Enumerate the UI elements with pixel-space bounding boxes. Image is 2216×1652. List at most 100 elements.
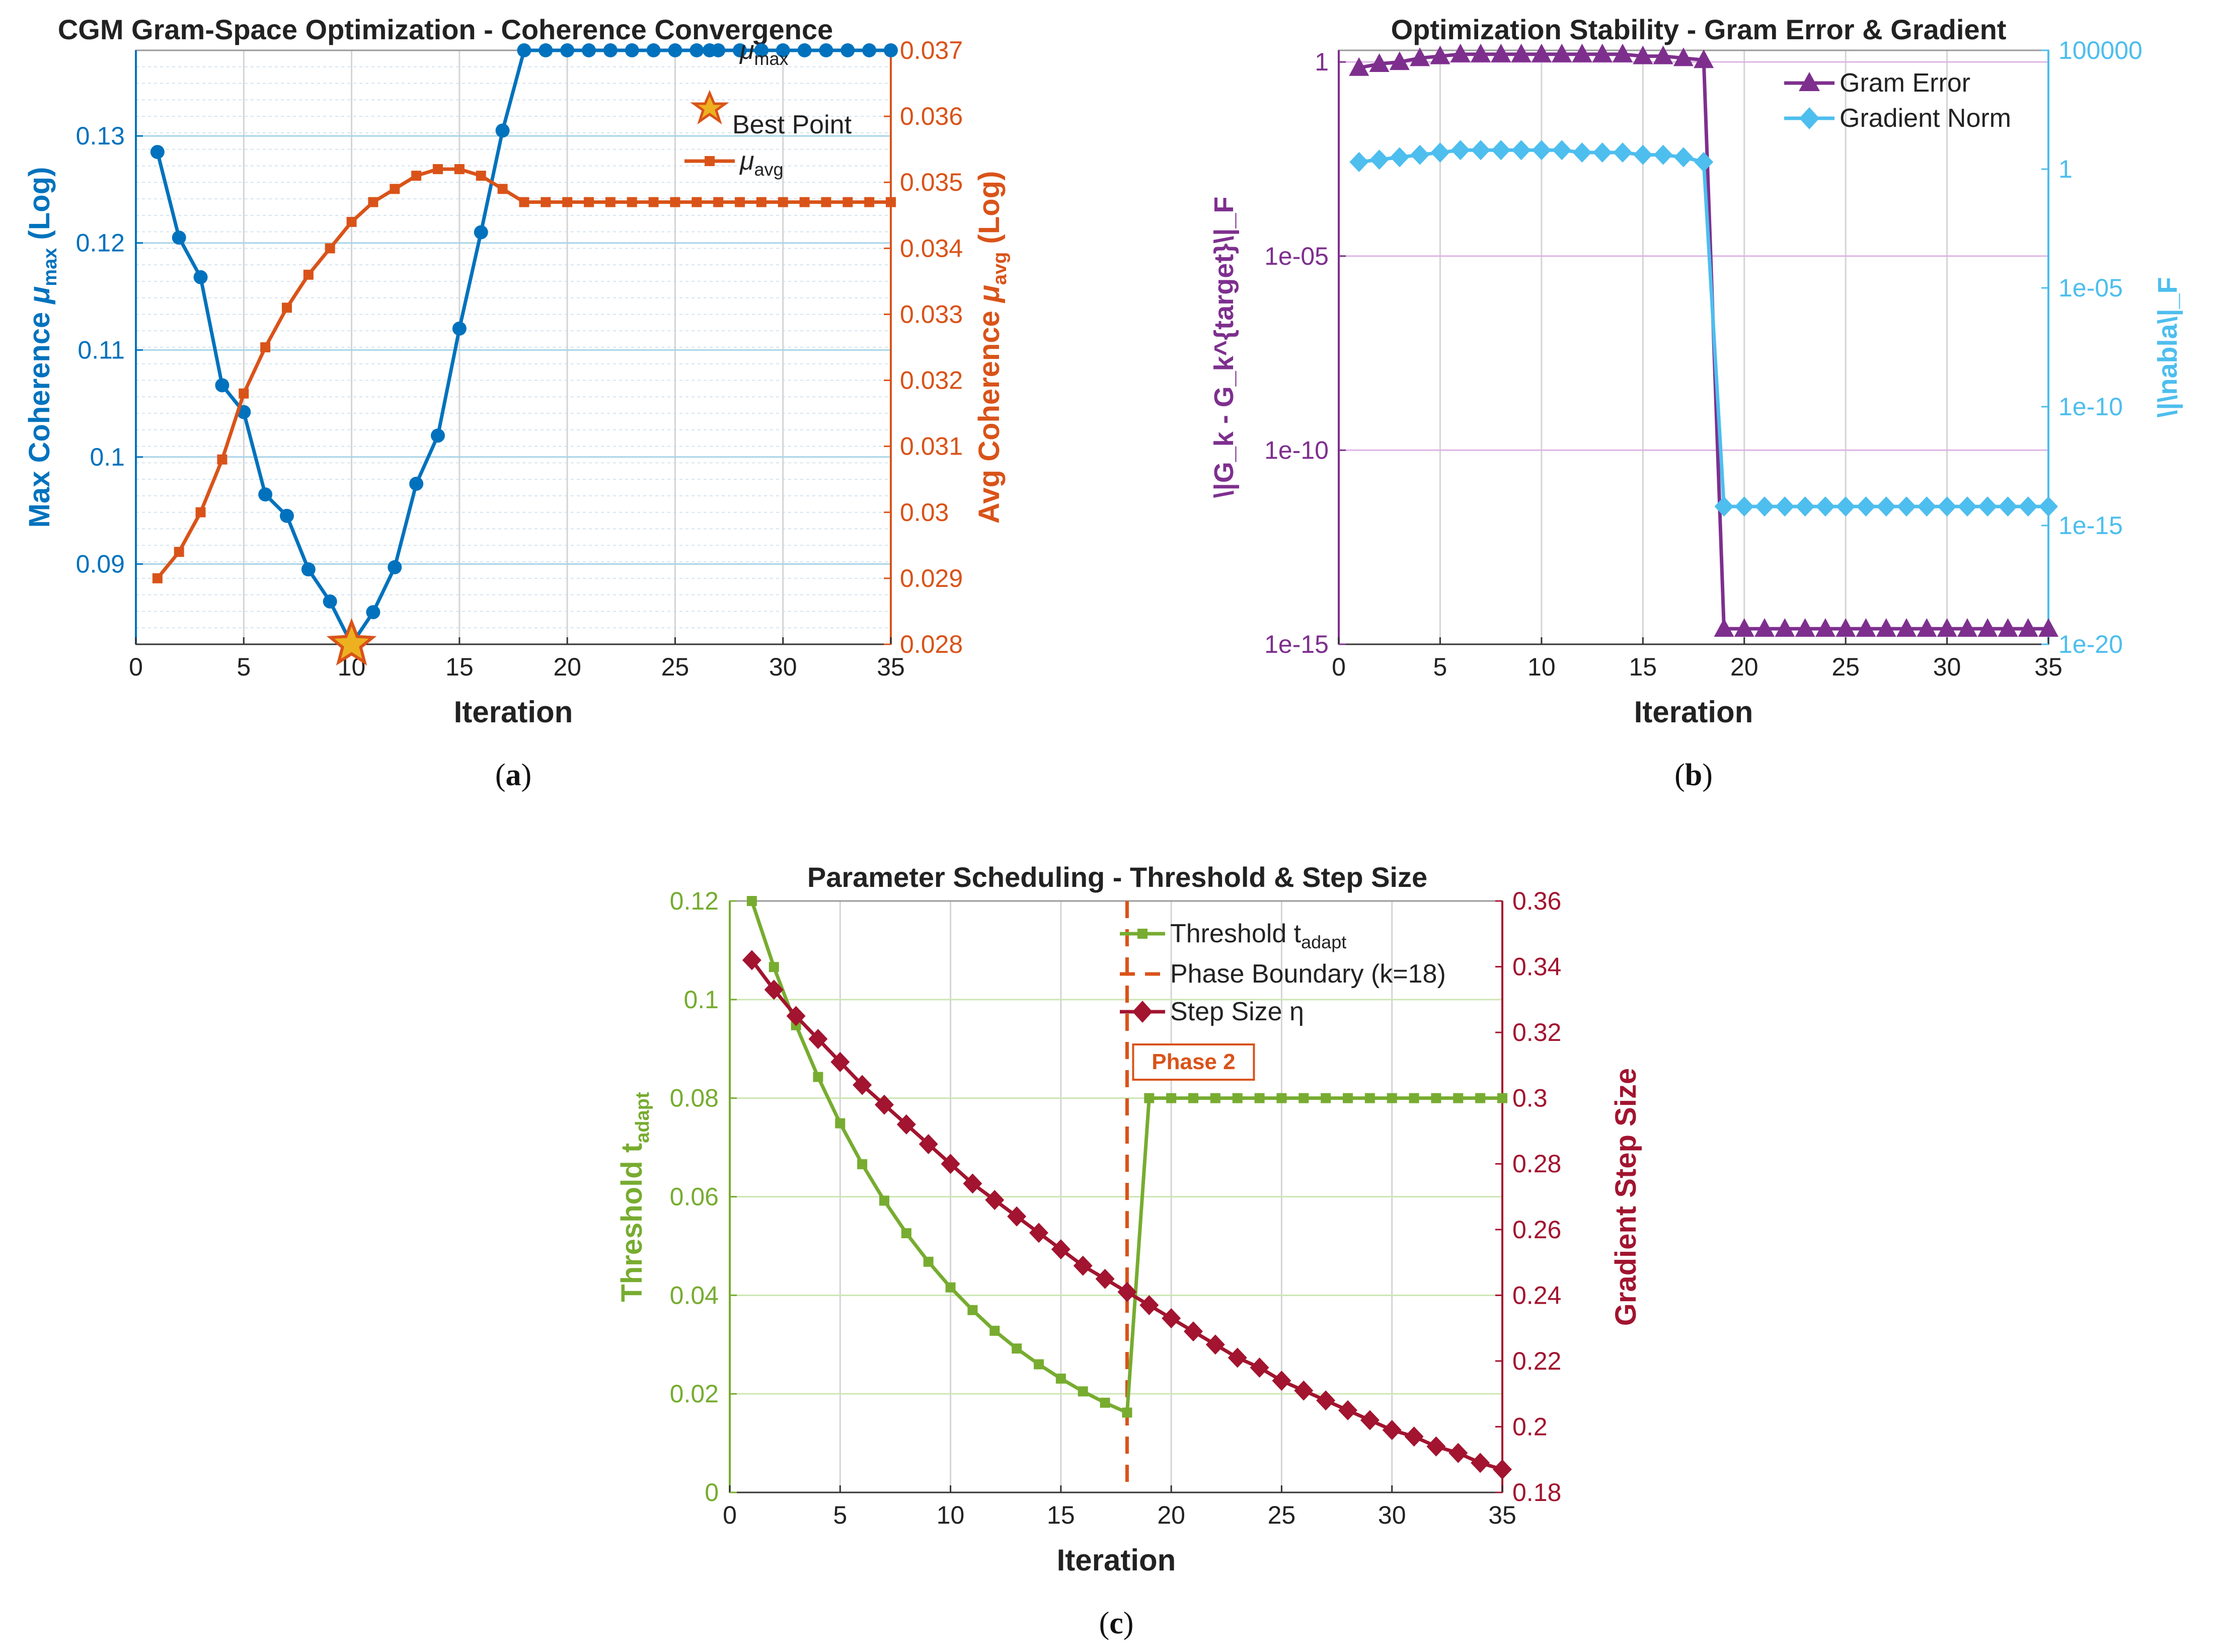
data-point-threshold bbox=[1012, 1343, 1022, 1354]
y-left-tick-label: 0.1 bbox=[683, 986, 719, 1014]
data-point-mumax bbox=[301, 562, 316, 577]
data-point-step-size bbox=[1029, 1223, 1048, 1243]
data-point-muavg bbox=[368, 197, 378, 207]
data-point-gradient-norm bbox=[1937, 496, 1957, 517]
data-point-mumax bbox=[646, 43, 661, 57]
data-point-muavg bbox=[778, 197, 788, 207]
data-point-step-size bbox=[875, 1094, 894, 1115]
data-point-mumax bbox=[474, 225, 488, 240]
series-line-muavg bbox=[156, 167, 891, 580]
data-point-step-size bbox=[985, 1190, 1005, 1211]
data-point-mumax bbox=[884, 43, 898, 57]
data-point-threshold bbox=[1034, 1359, 1044, 1370]
chart-b-ylabel-left: \|G_k - G_k^{target}\|_F bbox=[1209, 197, 1240, 498]
y-left-tick-label: 1e-15 bbox=[1264, 630, 1329, 658]
x-tick-label: 25 bbox=[661, 653, 690, 681]
data-point-threshold bbox=[923, 1256, 934, 1267]
data-point-gradient-norm bbox=[1775, 496, 1795, 517]
data-point-step-size bbox=[1162, 1308, 1181, 1329]
data-point-step-size bbox=[1493, 1459, 1512, 1480]
data-point-step-size bbox=[1250, 1357, 1269, 1378]
data-point-mumax bbox=[560, 43, 575, 57]
data-point-mumax bbox=[215, 378, 230, 393]
data-point-step-size bbox=[786, 1006, 806, 1026]
data-point-mumax bbox=[431, 428, 445, 443]
data-point-gram-error bbox=[1389, 51, 1410, 70]
data-point-step-size bbox=[896, 1114, 916, 1135]
chart-b-caption: (b) bbox=[1674, 758, 1713, 792]
data-point-mumax bbox=[409, 477, 424, 491]
data-point-mumax bbox=[495, 123, 510, 138]
data-point-gradient-norm bbox=[1897, 496, 1916, 517]
chart-a-ylabel-right: Avg Coherence μavg (Log) bbox=[973, 171, 1011, 524]
legend-diamond-marker bbox=[1132, 1001, 1153, 1023]
data-point-step-size bbox=[1095, 1268, 1115, 1289]
y-right-tick-label: 0.031 bbox=[900, 432, 963, 461]
data-point-gradient-norm bbox=[1491, 140, 1511, 161]
chart-b-xlabel: Iteration bbox=[1634, 695, 1753, 729]
data-point-mumax bbox=[797, 43, 812, 57]
y-right-tick-label: 1e-05 bbox=[2058, 274, 2123, 302]
mu-symbol: μ bbox=[23, 286, 56, 305]
data-point-muavg bbox=[390, 184, 400, 194]
data-point-step-size bbox=[808, 1029, 828, 1049]
chart-c-grid bbox=[729, 900, 1503, 1493]
data-point-gram-error bbox=[1815, 618, 1836, 637]
data-point-gram-error bbox=[1673, 47, 1694, 66]
data-point-gradient-norm bbox=[1511, 140, 1531, 161]
legend-triangle-marker bbox=[1799, 72, 1820, 91]
data-point-muavg bbox=[497, 184, 508, 194]
data-point-gram-error bbox=[1937, 618, 1957, 637]
data-point-gram-error bbox=[1957, 618, 1977, 637]
data-point-gram-error bbox=[1572, 43, 1592, 62]
data-point-step-size bbox=[742, 950, 761, 970]
data-point-gradient-norm bbox=[1349, 152, 1369, 172]
data-point-threshold bbox=[1210, 1093, 1220, 1103]
data-point-threshold bbox=[1298, 1093, 1309, 1103]
chart-c-phase: Phase 2 bbox=[1125, 901, 1255, 1492]
x-tick-label: 15 bbox=[1629, 653, 1657, 681]
data-point-gradient-norm bbox=[1957, 496, 1977, 517]
chart-a-series bbox=[150, 43, 898, 666]
data-point-gram-error bbox=[1653, 45, 1673, 64]
data-point-muavg bbox=[562, 197, 573, 207]
x-tick-label: 30 bbox=[769, 653, 797, 681]
chart-a-xlabel: Iteration bbox=[454, 695, 573, 729]
y-right-tick-label: 0.032 bbox=[900, 366, 963, 395]
data-point-muavg bbox=[217, 454, 227, 465]
data-point-gram-error bbox=[1694, 49, 1714, 68]
y-right-tick-label: 1e-10 bbox=[2058, 393, 2123, 421]
log-suffix: (Log) bbox=[973, 171, 1006, 252]
data-point-step-size bbox=[1228, 1347, 1247, 1368]
data-point-gram-error bbox=[1896, 618, 1917, 637]
data-point-gram-error bbox=[1856, 618, 1876, 637]
data-point-mumax bbox=[172, 231, 186, 245]
y-right-tick-label: 0.029 bbox=[900, 564, 963, 592]
data-point-step-size bbox=[1272, 1371, 1291, 1391]
data-point-muavg bbox=[799, 197, 810, 207]
chart-b-ticks: 0 5 10 15 20 25 30 35 1 1e-05 1e-10 1e-15 100000 1 1e-… bbox=[1264, 36, 2143, 681]
legend-square-marker bbox=[705, 156, 715, 166]
data-point-threshold bbox=[835, 1118, 846, 1129]
data-point-threshold bbox=[1276, 1093, 1287, 1103]
data-point-step-size bbox=[1338, 1400, 1357, 1420]
chart-b-grid bbox=[1338, 50, 2049, 645]
log-suffix: (Log) bbox=[23, 167, 56, 248]
data-point-muavg bbox=[605, 197, 616, 207]
data-point-threshold bbox=[1343, 1093, 1353, 1103]
subscript: avg bbox=[989, 252, 1011, 285]
data-point-gradient-norm bbox=[1471, 140, 1490, 161]
data-point-mumax bbox=[193, 270, 208, 284]
data-point-mumax bbox=[603, 43, 618, 57]
data-point-gram-error bbox=[1349, 57, 1369, 76]
legend-c-step-size: Step Size η bbox=[1170, 997, 1304, 1026]
data-point-mumax bbox=[754, 43, 769, 57]
data-point-gradient-norm bbox=[1836, 496, 1856, 517]
y-right-tick-label: 0.035 bbox=[900, 168, 963, 196]
data-point-gram-error bbox=[1511, 43, 1532, 62]
data-point-threshold bbox=[1409, 1093, 1419, 1103]
data-point-muavg bbox=[843, 197, 853, 207]
data-point-gradient-norm bbox=[1978, 496, 1998, 517]
data-point-step-size bbox=[1051, 1239, 1071, 1259]
x-tick-label: 5 bbox=[833, 1501, 847, 1529]
